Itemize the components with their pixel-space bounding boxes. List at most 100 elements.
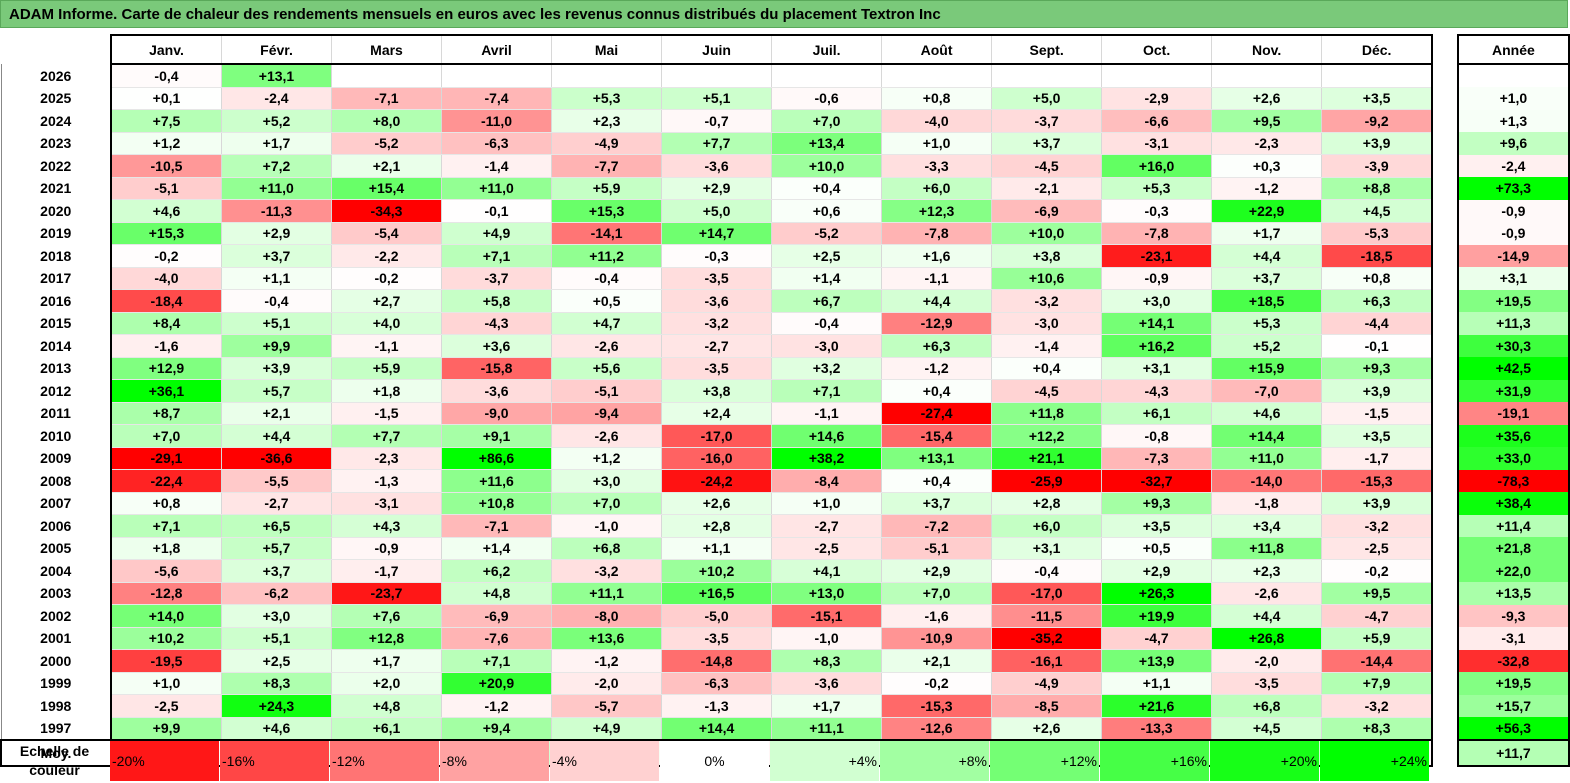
heatmap-cell: -0,4 xyxy=(551,267,663,290)
annual-cell: -32,8 xyxy=(1456,649,1570,672)
heatmap-cell: -25,9 xyxy=(991,469,1103,493)
heatmap-cell: +6,3 xyxy=(881,334,993,358)
heatmap-cell: +0,4 xyxy=(881,469,993,493)
heatmap-cell: +8,3 xyxy=(1321,717,1434,741)
heatmap-cell: +6,8 xyxy=(551,537,663,560)
heatmap-cell: -14,8 xyxy=(661,649,773,673)
heatmap-cell: -0,4 xyxy=(109,64,222,88)
heatmap-cell: +12,9 xyxy=(109,357,222,380)
heatmap-cell: +2,8 xyxy=(991,492,1103,515)
heatmap-cell: -3,2 xyxy=(1321,694,1434,718)
heatmap-cell: -3,2 xyxy=(661,312,773,335)
legend-swatch: -4% xyxy=(550,741,659,781)
heatmap-cell: -18,5 xyxy=(1321,244,1434,268)
heatmap-cell: +13,6 xyxy=(551,627,663,650)
heatmap-cell: +1,7 xyxy=(771,694,883,718)
heatmap-cell: +3,9 xyxy=(1321,132,1434,155)
year-label: 2014 xyxy=(0,334,111,357)
year-label: 2006 xyxy=(0,514,111,537)
gap xyxy=(1432,425,1458,448)
heatmap-cell: -4,0 xyxy=(881,109,993,133)
heatmap-cell: +4,8 xyxy=(441,582,553,605)
heatmap-cell: -4,3 xyxy=(1101,379,1213,403)
year-label: 2011 xyxy=(0,402,111,425)
heatmap-cell xyxy=(1321,64,1434,88)
heatmap-cell: +2,5 xyxy=(220,649,333,673)
heatmap-cell: -0,2 xyxy=(881,672,993,695)
heatmap-cell: +1,8 xyxy=(330,379,443,403)
heatmap-cell: +7,1 xyxy=(771,379,883,403)
table-row: 2011 +8,7 +2,1 -1,5 -9,0 -9,4 +2,4 -1,1 -27,4 +11… xyxy=(0,402,1570,425)
heatmap-cell: +11,2 xyxy=(551,244,663,268)
heatmap-cell: +4,6 xyxy=(109,199,222,223)
heatmap-cell: +1,0 xyxy=(109,672,222,695)
annual-cell: +31,9 xyxy=(1456,379,1570,402)
heatmap-cell: -36,6 xyxy=(220,447,333,470)
gap xyxy=(1432,132,1458,155)
year-label: 2026 xyxy=(0,64,111,87)
heatmap-cell: +6,2 xyxy=(441,559,553,583)
table-row: 2021 -5,1 +11,0 +15,4 +11,0 +5,9 +2,9 +0,4 +6,0-… xyxy=(0,177,1570,200)
heatmap-cell: -11,3 xyxy=(220,199,333,223)
heatmap-cell: +16,2 xyxy=(1101,334,1213,358)
heatmap-cell: +2,8 xyxy=(661,514,773,538)
heatmap-cell: +2,4 xyxy=(661,402,773,425)
heatmap-cell: +7,6 xyxy=(330,604,443,628)
heatmap-cell: -0,2 xyxy=(109,244,222,268)
heatmap-cell: -11,5 xyxy=(991,604,1103,628)
heatmap-cell: -19,5 xyxy=(109,649,222,673)
heatmap-cell: -4,7 xyxy=(1321,604,1434,628)
heatmap-cell: +0,1 xyxy=(109,87,222,110)
gap xyxy=(1432,740,1458,766)
heatmap-cell: -4,7 xyxy=(1101,627,1213,650)
heatmap-cell: +2,9 xyxy=(1101,559,1213,583)
annual-cell: +11,3 xyxy=(1456,312,1570,335)
heatmap-cell: -3,5 xyxy=(1211,672,1323,695)
heatmap-cell: +14,6 xyxy=(771,424,883,448)
table-row: 2015 +8,4 +5,1 +4,0 -4,3 +4,7 -3,2 -0,4 -12,9 -3,… xyxy=(0,312,1570,335)
month-header: Nov. xyxy=(1211,34,1323,65)
heatmap-cell: -11,0 xyxy=(441,109,553,133)
heatmap-cell: +8,3 xyxy=(771,649,883,673)
heatmap-cell: -1,6 xyxy=(881,604,993,628)
heatmap-cell: -15,3 xyxy=(1321,469,1434,493)
heatmap-cell: -3,5 xyxy=(661,267,773,290)
heatmap-cell: +0,8 xyxy=(881,87,993,110)
heatmap-cell: -5,6 xyxy=(109,559,222,583)
heatmap-cell: +3,5 xyxy=(1321,87,1434,110)
average-label: Moy. xyxy=(0,739,111,767)
heatmap-cell: +14,0 xyxy=(109,604,222,628)
gap xyxy=(1432,470,1458,493)
heatmap-cell: -5,2 xyxy=(330,132,443,155)
gap xyxy=(1432,560,1458,583)
heatmap-cell xyxy=(330,64,443,88)
annual-cell: +1,3 xyxy=(1456,109,1570,132)
heatmap-cell: -3,9 xyxy=(1321,154,1434,178)
heatmap-cell: +1,6 xyxy=(881,244,993,268)
year-label: 2020 xyxy=(0,199,111,222)
annual-cell: +19,5 xyxy=(1456,289,1570,312)
table-row: 2007 +0,8 -2,7 -3,1 +10,8 +7,0 +2,6 +1,0 +3,7 +2,… xyxy=(0,492,1570,515)
heatmap-cell: -2,5 xyxy=(1321,537,1434,560)
heatmap-cell: +4,1 xyxy=(771,559,883,583)
heatmap-cell: -23,7 xyxy=(330,582,443,605)
heatmap-cell: +15,9 xyxy=(1211,357,1323,380)
heatmap-cell: -29,1 xyxy=(109,447,222,470)
heatmap-cell: +2,5 xyxy=(771,244,883,268)
table-row: 2010 +7,0 +4,4 +7,7 +9,1 -2,6 -17,0 +14,6 -15,4 +… xyxy=(0,424,1570,448)
heatmap-cell: +2,9 xyxy=(881,559,993,583)
gap xyxy=(1432,695,1458,718)
heatmap-cell: +26,3 xyxy=(1101,582,1213,605)
gap xyxy=(1432,672,1458,695)
year-label: 2009 xyxy=(0,447,111,470)
heatmap-cell: -0,3 xyxy=(1101,199,1213,223)
heatmap-cell: +12,8 xyxy=(330,627,443,650)
heatmap-cell: +4,4 xyxy=(1211,244,1323,268)
heatmap-cell: -1,8 xyxy=(1211,492,1323,515)
heatmap-cell: +1,1 xyxy=(220,267,333,290)
heatmap-cell: -6,9 xyxy=(441,604,553,628)
heatmap-cell: -6,3 xyxy=(441,132,553,155)
heatmap-cell: -1,3 xyxy=(330,469,443,493)
heatmap-cell: +12,3 xyxy=(881,199,993,223)
heatmap-cell: +4,0 xyxy=(330,312,443,335)
